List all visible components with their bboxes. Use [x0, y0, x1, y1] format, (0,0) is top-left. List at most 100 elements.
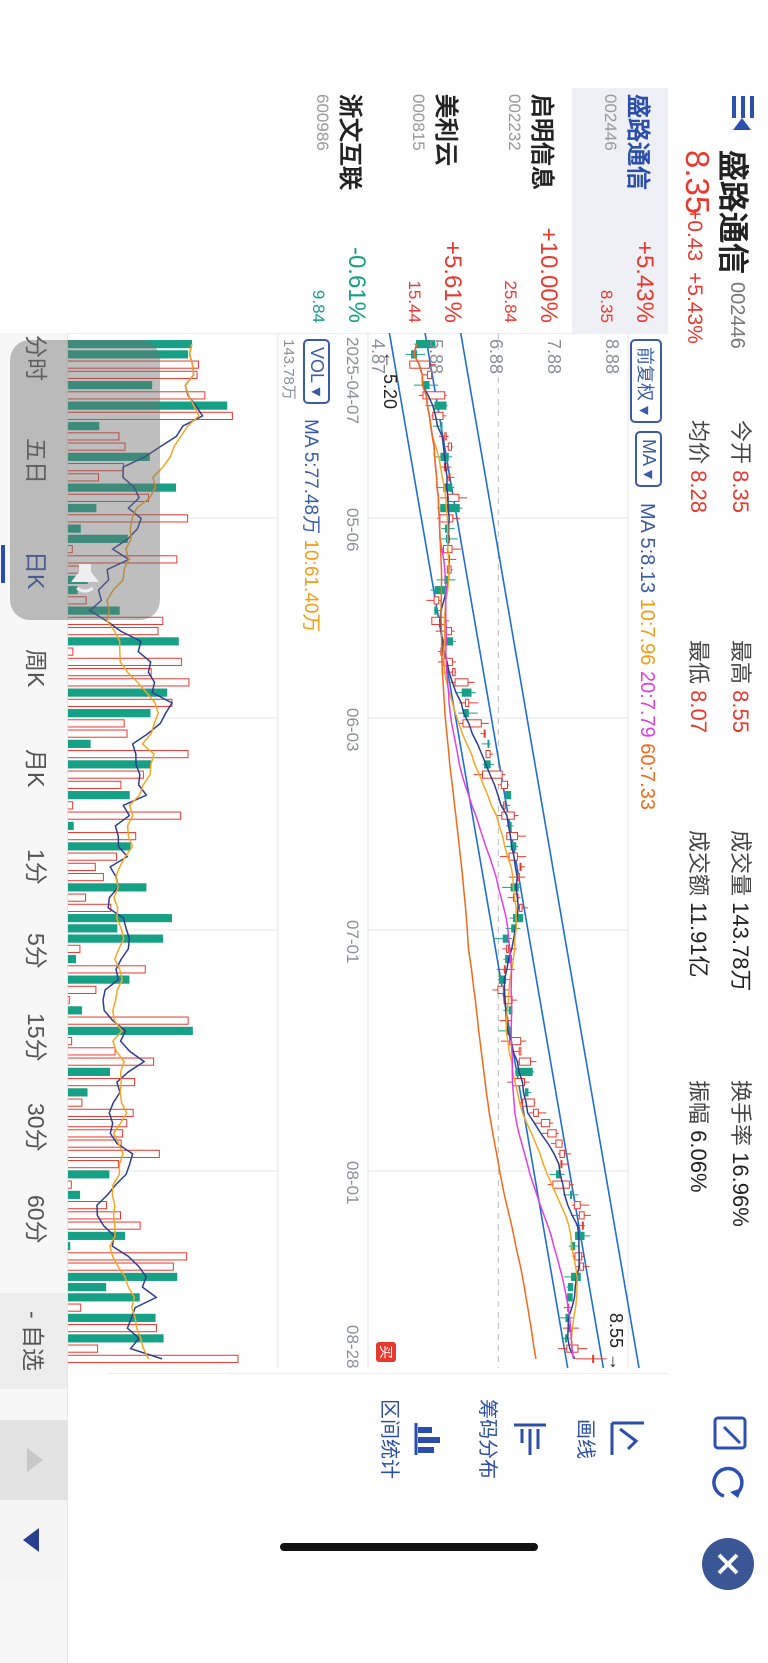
speaker-icon	[71, 564, 99, 593]
candle-body	[505, 791, 512, 800]
vol-button[interactable]: VOL ▾	[303, 339, 330, 405]
watchlist-pct: +10.00%	[535, 227, 562, 323]
stat-amplitude: 振幅 6.06%	[686, 1080, 711, 1193]
candle-body	[431, 616, 446, 625]
candle-body	[462, 719, 482, 728]
stock-name: 盛路通信	[715, 150, 750, 274]
chip-distribution-icon	[514, 1423, 546, 1455]
tab-60min[interactable]: 60分	[23, 1195, 49, 1244]
candle-body	[506, 944, 509, 953]
channel-line	[388, 333, 569, 1369]
scroll-down-button[interactable]	[0, 1500, 67, 1580]
menu-icon[interactable]	[724, 92, 760, 136]
candle-body	[578, 1211, 585, 1220]
ma10-line	[413, 343, 578, 1359]
share-icon[interactable]	[712, 1415, 748, 1451]
range-stats-button[interactable]: 区间统计	[377, 1374, 452, 1504]
candle-body	[485, 750, 491, 759]
add-watchlist-button[interactable]: - 自选	[0, 1293, 67, 1390]
candle-body	[560, 1160, 563, 1169]
candle-body	[575, 1231, 585, 1240]
close-button[interactable]	[702, 1538, 754, 1590]
quote-header: 盛路通信 002446 8.35 +0.43 +5.43% 今开 8.35 最高…	[668, 0, 768, 1663]
candle-body	[502, 934, 509, 943]
candle-body	[555, 1139, 563, 1148]
draw-line-button[interactable]: 画线	[573, 1374, 648, 1504]
home-indicator	[280, 1543, 538, 1551]
watchlist-item[interactable]: 美利云 000815 +5.61% 15.44	[380, 88, 476, 333]
candle-body	[567, 1283, 574, 1292]
floating-audio-bubble[interactable]	[10, 340, 160, 620]
refresh-icon[interactable]	[708, 1462, 748, 1502]
watchlist-item[interactable]: 盛路通信 002446 +5.43% 8.35	[572, 88, 668, 333]
tab-zhouk[interactable]: 周K	[23, 649, 49, 688]
watchlist-price: 8.35	[597, 289, 616, 323]
candle-body	[447, 442, 452, 451]
buy-marker: 买	[376, 1342, 396, 1362]
tab-5min[interactable]: 5分	[23, 933, 49, 969]
candle-body	[522, 1098, 535, 1107]
ma60-line	[413, 343, 537, 1360]
arrow-down-icon	[23, 1528, 39, 1552]
candle-body	[540, 1119, 551, 1128]
candle-body	[440, 422, 443, 431]
candle-body	[454, 678, 469, 687]
watchlist-name: 美利云	[432, 94, 459, 166]
x-tick: 06-03	[343, 708, 362, 752]
x-tick: 08-01	[343, 1161, 362, 1205]
candle-body	[517, 873, 520, 882]
candle-body	[510, 883, 519, 892]
stat-avg: 均价 8.28	[686, 420, 711, 513]
ma-legend: MA 5:8.13 10:7.96 20:7.79 60:7.33	[636, 503, 658, 810]
watchlist-code: 002446	[601, 94, 620, 151]
chip-distribution-button[interactable]: 筹码分布	[475, 1374, 550, 1504]
candle-body	[518, 1047, 522, 1056]
candle-body	[497, 985, 504, 994]
tab-yuek[interactable]: 月K	[23, 749, 49, 788]
indicator-button[interactable]: MA ▾	[635, 431, 662, 488]
watchlist-item[interactable]: 浙文互联 600986 -0.61% 9.84	[284, 88, 380, 333]
active-tab-underline	[1, 545, 5, 583]
y-tick: 8.88	[602, 339, 622, 375]
watchlist-item[interactable]: 启明信息 002232 +10.00% 25.84	[476, 88, 572, 333]
watchlist-price: 9.84	[309, 289, 328, 323]
candle-body	[518, 1057, 532, 1066]
candle-body	[440, 504, 460, 513]
channel-line	[459, 333, 640, 1369]
watchlist-code: 600986	[313, 94, 332, 151]
change-percent: +5.43%	[683, 272, 706, 344]
candle-body	[434, 401, 447, 410]
stock-code: 002446	[726, 282, 748, 349]
candle-body	[434, 586, 446, 595]
candle-body	[461, 688, 472, 697]
scroll-up-button[interactable]	[0, 1420, 67, 1500]
candle-body	[433, 596, 440, 605]
candle-body	[524, 1088, 529, 1097]
range-stats-icon	[414, 1423, 440, 1455]
candle-body	[434, 606, 437, 615]
stat-open: 今开 8.35	[728, 420, 753, 513]
candle-body	[506, 832, 519, 841]
ma5-line	[413, 343, 580, 1360]
candle-body	[446, 493, 460, 502]
candle-body	[422, 381, 430, 390]
candle-body	[570, 1190, 573, 1199]
chart-tools: 画线 筹码分布 区间统计	[108, 1373, 668, 1574]
x-tick: 05-06	[343, 508, 362, 552]
watchlist-pct: +5.43%	[631, 240, 658, 323]
candle-body	[573, 1201, 581, 1210]
watchlist-code: 000815	[409, 94, 428, 151]
candle-body	[426, 370, 433, 379]
candle-body	[439, 514, 454, 523]
stat-turnover: 换手率 16.96%	[728, 1080, 753, 1227]
watchlist-name: 浙文互联	[336, 94, 363, 190]
tab-15min[interactable]: 15分	[23, 1013, 49, 1062]
tab-30min[interactable]: 30分	[23, 1103, 49, 1152]
tab-1min[interactable]: 1分	[23, 849, 49, 885]
candle-body	[567, 1293, 573, 1302]
adjust-button[interactable]: 前复权 ▾	[630, 339, 662, 424]
candle-body	[519, 862, 522, 871]
candle-body	[512, 914, 524, 923]
watchlist: 盛路通信 002446 +5.43% 8.35 启明信息 002232 +10.…	[0, 88, 668, 334]
y-tick: 6.88	[486, 339, 506, 375]
